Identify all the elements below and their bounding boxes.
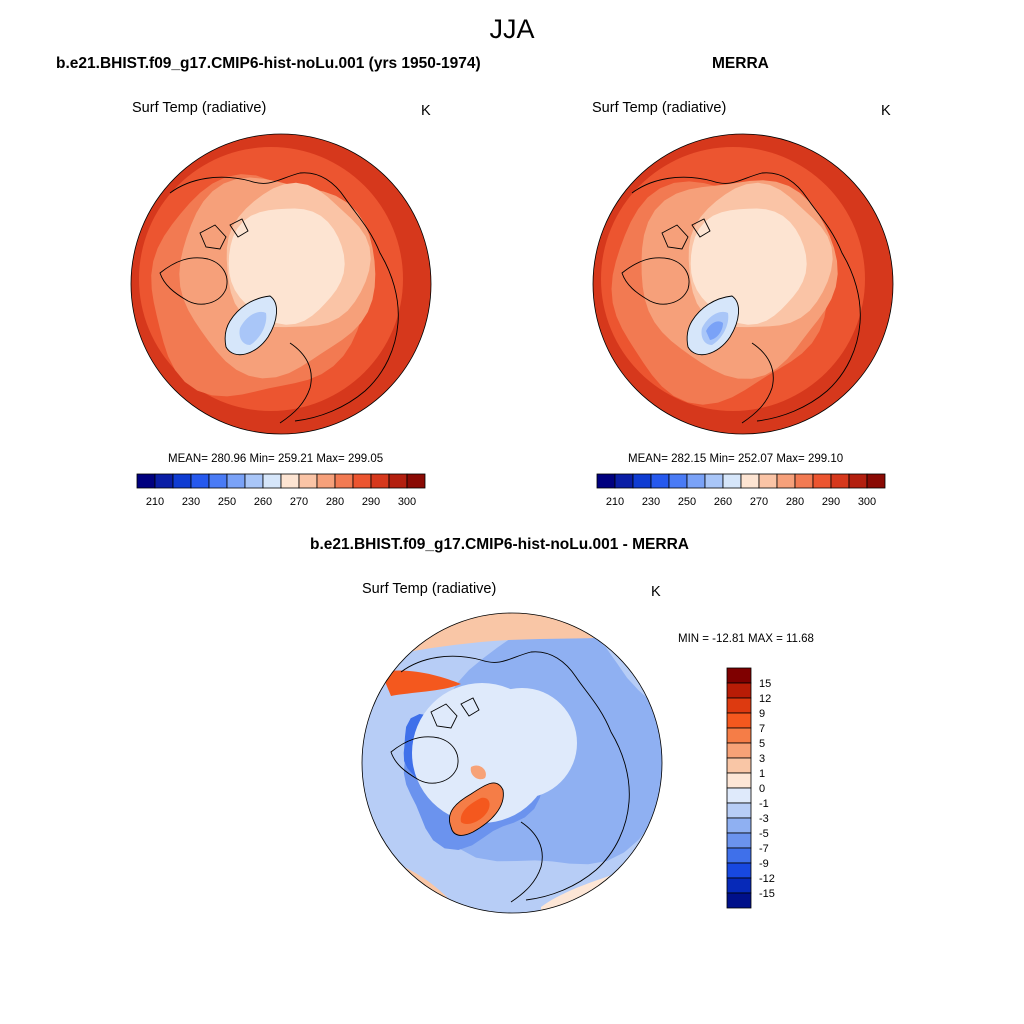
panel-2-colorbar-swatch <box>740 473 760 489</box>
panel-2-colorbar-tick-label: 280 <box>786 496 804 508</box>
diff-panel-units: K <box>651 584 661 600</box>
diff-colorbar-tick-label: -15 <box>759 888 775 900</box>
diff-colorbar-tick-label: 9 <box>759 708 765 720</box>
panel-1-colorbar-tick-label: 270 <box>290 496 308 508</box>
diff-colorbar-swatch <box>726 847 752 864</box>
diff-colorbar-tick-label: 3 <box>759 753 765 765</box>
panel-2-title: MERRA <box>712 55 769 72</box>
diff-colorbar-swatch <box>726 862 752 879</box>
panel-2-colorbar-tick-label: 260 <box>714 496 732 508</box>
panel-1-units: K <box>421 103 431 119</box>
panel-1-colorbar-tick-label: 210 <box>146 496 164 508</box>
diff-colorbar-swatch <box>726 712 752 729</box>
panel-2-colorbar-swatch <box>722 473 742 489</box>
diff-colorbar-tick-label: 0 <box>759 783 765 795</box>
panel-2-colorbar-tick-label: 300 <box>858 496 876 508</box>
panel-1-colorbar-tick-label: 250 <box>218 496 236 508</box>
panel-1-colorbar-swatch <box>370 473 390 489</box>
diff-colorbar-swatch <box>726 772 752 789</box>
panel-2-colorbar: 210 230 250 260 270 280 290 300 <box>596 473 886 508</box>
panel-1-colorbar-swatch <box>172 473 192 489</box>
diff-colorbar-swatch <box>726 667 752 684</box>
panel-2-colorbar-swatch <box>596 473 616 489</box>
panel-1-colorbar: 210 230 250 260 270 280 290 300 <box>136 473 426 508</box>
diff-colorbar-tick-label: -7 <box>759 843 769 855</box>
panel-1-colorbar-swatch <box>136 473 156 489</box>
panel-2-colorbar-swatch <box>830 473 850 489</box>
panel-1-colorbar-swatch <box>316 473 336 489</box>
panel-1-colorbar-swatch <box>190 473 210 489</box>
panel-2-colorbar-tick-label: 270 <box>750 496 768 508</box>
diff-colorbar-tick-label: -1 <box>759 798 769 810</box>
diff-panel-stats: MIN = -12.81 MAX = 11.68 <box>678 633 814 645</box>
panel-2-colorbar-tick-label: 290 <box>822 496 840 508</box>
panel-1-colorbar-swatch <box>406 473 426 489</box>
panel-2-polar-map <box>592 133 894 435</box>
diff-colorbar-tick-label: -9 <box>759 858 769 870</box>
panel-1-colorbar-tick-label: 300 <box>398 496 416 508</box>
figure-title: JJA <box>489 14 535 44</box>
panel-1-colorbar-tick-label: 280 <box>326 496 344 508</box>
panel-2-colorbar-tick-label: 210 <box>606 496 624 508</box>
panel-2-colorbar-swatch <box>758 473 778 489</box>
panel-1-stats: MEAN= 280.96 Min= 259.21 Max= 299.05 <box>168 453 384 465</box>
diff-colorbar-tick-label: 5 <box>759 738 765 750</box>
panel-2-colorbar-swatch <box>686 473 706 489</box>
panel-1-colorbar-swatch <box>244 473 264 489</box>
diff-colorbar-swatch <box>726 832 752 849</box>
panel-2-colorbar-swatch <box>812 473 832 489</box>
panel-1-colorbar-tick-label: 260 <box>254 496 272 508</box>
panel-1-variable: Surf Temp (radiative) <box>132 100 267 116</box>
diff-colorbar-swatch <box>726 682 752 699</box>
diff-panel-polar-map <box>361 612 663 914</box>
panel-1-colorbar-swatch <box>262 473 282 489</box>
panel-1-colorbar-swatch <box>280 473 300 489</box>
panel-1-colorbar-swatch <box>352 473 372 489</box>
panel-1-colorbar-swatch <box>208 473 228 489</box>
panel-2-colorbar-swatch <box>776 473 796 489</box>
panel-2-colorbar-tick-label: 250 <box>678 496 696 508</box>
panel-2-colorbar-swatch <box>848 473 868 489</box>
panel-2-colorbar-swatch <box>614 473 634 489</box>
panel-2-colorbar-swatch <box>668 473 688 489</box>
panel-2-colorbar-swatch <box>704 473 724 489</box>
panel-2-colorbar-swatch <box>632 473 652 489</box>
panel-1-colorbar-tick-label: 290 <box>362 496 380 508</box>
diff-colorbar-tick-label: 12 <box>759 693 771 705</box>
diff-colorbar-swatch <box>726 877 752 894</box>
panel-2-colorbar-swatch <box>866 473 886 489</box>
diff-colorbar-tick-label: -5 <box>759 828 769 840</box>
panel-1-colorbar-swatch <box>154 473 174 489</box>
panel-1-colorbar-tick-label: 230 <box>182 496 200 508</box>
diff-colorbar-swatch <box>726 757 752 774</box>
panel-1-polar-map <box>130 133 432 435</box>
panel-2-units: K <box>881 103 891 119</box>
diff-colorbar-tick-label: -12 <box>759 873 775 885</box>
diff-colorbar-tick-label: -3 <box>759 813 769 825</box>
diff-colorbar-swatch <box>726 742 752 759</box>
panel-2-colorbar-tick-label: 230 <box>642 496 660 508</box>
panel-1-title: b.e21.BHIST.f09_g17.CMIP6-hist-noLu.001 … <box>56 55 481 72</box>
diff-colorbar-swatch <box>726 727 752 744</box>
diff-colorbar-swatch <box>726 787 752 804</box>
diff-colorbar-swatch <box>726 802 752 819</box>
diff-panel-variable: Surf Temp (radiative) <box>362 581 497 597</box>
diff-colorbar-tick-label: 7 <box>759 723 765 735</box>
panel-1-colorbar-swatch <box>334 473 354 489</box>
diff-colorbar-swatch <box>726 697 752 714</box>
diff-colorbar-tick-label: 15 <box>759 678 771 690</box>
diff-colorbar-tick-label: 1 <box>759 768 765 780</box>
panel-1-colorbar-swatch <box>298 473 318 489</box>
panel-1-colorbar-swatch <box>388 473 408 489</box>
panel-2-colorbar-swatch <box>794 473 814 489</box>
diff-panel-colorbar: 15 12 9 7 5 3 1 0 -1 -3 -5 -7 -9 -12 -15 <box>726 667 775 909</box>
diff-colorbar-swatch <box>726 817 752 834</box>
panel-2-stats: MEAN= 282.15 Min= 252.07 Max= 299.10 <box>628 453 844 465</box>
diff-colorbar-swatch <box>726 892 752 909</box>
panel-1-colorbar-swatch <box>226 473 246 489</box>
panel-2-variable: Surf Temp (radiative) <box>592 100 727 116</box>
diff-panel-title: b.e21.BHIST.f09_g17.CMIP6-hist-noLu.001 … <box>310 536 689 553</box>
panel-2-colorbar-swatch <box>650 473 670 489</box>
